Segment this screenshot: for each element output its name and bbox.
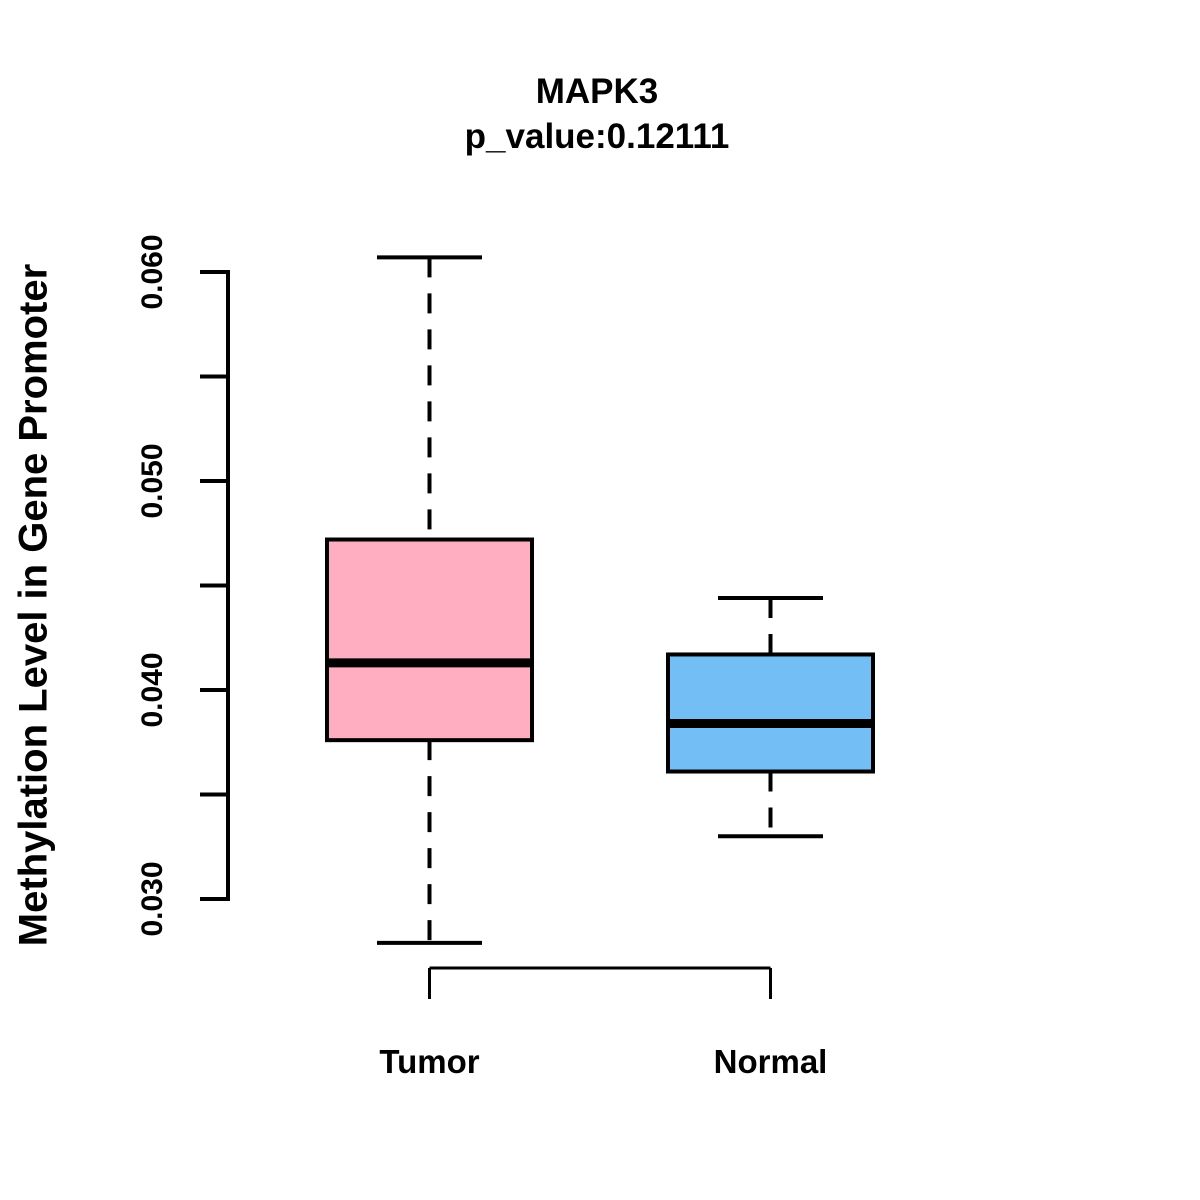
x-category-label-normal: Normal	[713, 1043, 828, 1080]
y-tick-label-0.030: 0.030	[136, 861, 169, 937]
tumor-box	[325, 537, 534, 743]
chart-title: MAPK3	[535, 72, 659, 111]
y-tick-label-0.060: 0.060	[136, 234, 169, 310]
chart-subtitle-pvalue: p_value:0.12111	[464, 117, 730, 156]
chart-title-block: MAPK3 p_value:0.12111	[97, 70, 1097, 160]
normal-box	[666, 652, 875, 774]
y-tick-label-0.040: 0.040	[136, 652, 169, 728]
x-category-label-tumor: Tumor	[379, 1043, 480, 1080]
y-tick-label-0.050: 0.050	[136, 443, 169, 519]
